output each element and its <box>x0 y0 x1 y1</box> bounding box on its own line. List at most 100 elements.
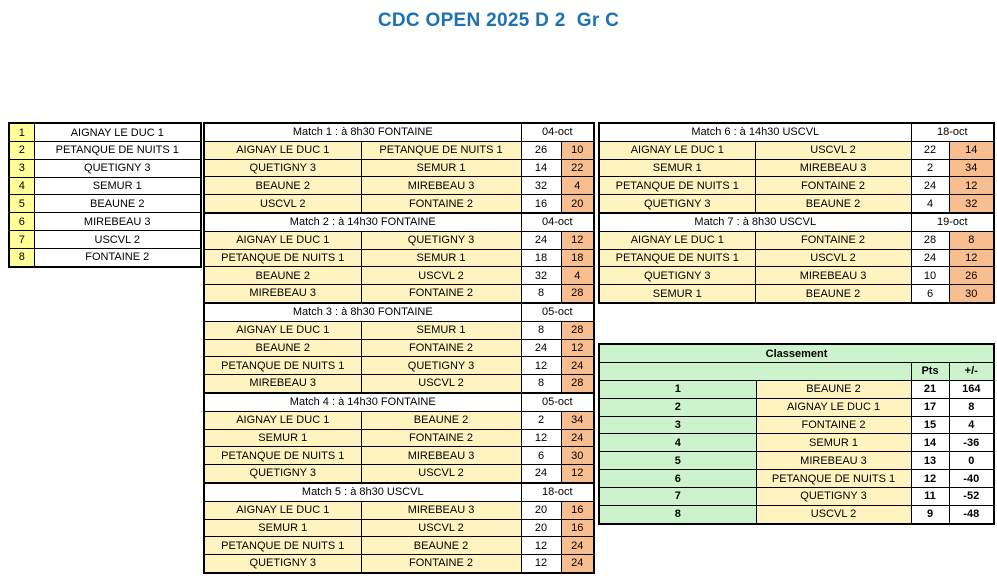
match-row: AIGNAY LE DUC 1 BEAUNE 2 2 34 <box>203 410 595 430</box>
team-rank-cell: 7 <box>8 230 35 249</box>
match-header-row: Match 1 : à 8h30 FONTAINE 04-oct <box>203 121 595 142</box>
classement-team-cell: MIREBEAU 3 <box>755 451 912 471</box>
classement-pts-cell: 15 <box>910 415 950 435</box>
match-team1-cell: AIGNAY LE DUC 1 <box>203 140 362 160</box>
match-score1-cell: 8 <box>520 320 562 340</box>
classement-blank-cell <box>598 362 912 381</box>
classement-diff-cell: -36 <box>948 433 995 453</box>
teams-list-row: 1 AIGNAY LE DUC 1 <box>8 122 202 142</box>
match-score2-cell: 12 <box>560 463 595 484</box>
classement-diff-cell: 4 <box>948 415 995 435</box>
match-team1-cell: PETANQUE DE NUITS 1 <box>598 176 756 196</box>
match-score2-cell: 28 <box>560 373 595 394</box>
match-header-row: Match 6 : à 14h30 USCVL 18-oct <box>598 121 995 142</box>
match-score1-cell: 12 <box>520 536 562 555</box>
match-score2-cell: 32 <box>948 194 995 214</box>
team-name-cell: USCVL 2 <box>33 230 202 249</box>
classement-diff-cell: 8 <box>948 397 995 417</box>
match-score1-cell: 20 <box>520 500 562 520</box>
team-rank-cell: 3 <box>8 158 35 178</box>
classement-team-cell: USCVL 2 <box>755 504 912 525</box>
match-team2-cell: MIREBEAU 3 <box>754 158 912 178</box>
classement-table: Classement Pts +/- 1 BEAUNE 2 21 164 2 AIGNAY… <box>598 343 996 525</box>
classement-team-cell: PETANQUE DE NUITS 1 <box>755 469 912 489</box>
match-team1-cell: AIGNAY LE DUC 1 <box>203 230 362 250</box>
classement-rank-cell: 2 <box>598 397 757 417</box>
match-team2-cell: USCVL 2 <box>754 248 912 268</box>
match-row: AIGNAY LE DUC 1 QUETIGNY 3 24 12 <box>203 230 595 250</box>
match-team1-cell: PETANQUE DE NUITS 1 <box>203 446 362 465</box>
classement-row: 6 PETANQUE DE NUITS 1 12 -40 <box>598 469 995 489</box>
teams-list-table: 1 AIGNAY LE DUC 1 2 PETANQUE DE NUITS 1 3 QUE… <box>8 122 202 268</box>
match-row: BEAUNE 2 MIREBEAU 3 32 4 <box>203 176 595 196</box>
match-score1-cell: 20 <box>520 518 562 538</box>
match-score1-cell: 24 <box>520 463 562 484</box>
match-date-cell: 05-oct <box>520 391 595 412</box>
classement-row: 8 USCVL 2 9 -48 <box>598 504 995 525</box>
match-team2-cell: BEAUNE 2 <box>360 536 522 555</box>
teams-list-row: 5 BEAUNE 2 <box>8 194 202 214</box>
match-row: BEAUNE 2 FONTAINE 2 24 12 <box>203 338 595 358</box>
match-team1-cell: QUETIGNY 3 <box>203 158 362 178</box>
classement-row: 4 SEMUR 1 14 -36 <box>598 433 995 453</box>
match-score2-cell: 28 <box>560 284 595 304</box>
match-team1-cell: BEAUNE 2 <box>203 338 362 358</box>
match-header-row: Match 4 : à 14h30 FONTAINE 05-oct <box>203 391 595 412</box>
match-date-cell: 18-oct <box>910 121 995 142</box>
match-team1-cell: MIREBEAU 3 <box>203 373 362 394</box>
classement-pts-header: Pts <box>910 362 950 381</box>
team-name-cell: QUETIGNY 3 <box>33 158 202 178</box>
team-rank-cell: 2 <box>8 141 35 160</box>
match-team2-cell: QUETIGNY 3 <box>360 356 522 375</box>
match-score1-cell: 6 <box>910 284 950 304</box>
match-team2-cell: USCVL 2 <box>360 463 522 484</box>
match-team2-cell: MIREBEAU 3 <box>360 446 522 465</box>
match-score1-cell: 28 <box>910 230 950 250</box>
match-score2-cell: 14 <box>948 140 995 160</box>
match-header-row: Match 5 : à 8h30 USCVL 18-oct <box>203 481 595 502</box>
match-row: QUETIGNY 3 FONTAINE 2 12 24 <box>203 553 595 574</box>
match-score2-cell: 4 <box>560 176 595 196</box>
match-score2-cell: 26 <box>948 266 995 286</box>
classement-pts-cell: 11 <box>910 487 950 506</box>
match-row: QUETIGNY 3 BEAUNE 2 4 32 <box>598 194 995 214</box>
match-team2-cell: FONTAINE 2 <box>754 176 912 196</box>
match-team2-cell: BEAUNE 2 <box>360 410 522 430</box>
classement-rank-cell: 8 <box>598 504 757 525</box>
match-score1-cell: 12 <box>520 553 562 574</box>
match-date-cell: 18-oct <box>520 481 595 502</box>
match-row: AIGNAY LE DUC 1 MIREBEAU 3 20 16 <box>203 500 595 520</box>
match-score1-cell: 26 <box>520 140 562 160</box>
match-score2-cell: 12 <box>948 176 995 196</box>
match-team2-cell: USCVL 2 <box>360 518 522 538</box>
classement-diff-cell: 0 <box>948 451 995 471</box>
match-row: PETANQUE DE NUITS 1 SEMUR 1 18 18 <box>203 248 595 268</box>
match-team2-cell: SEMUR 1 <box>360 248 522 268</box>
match-score1-cell: 18 <box>520 248 562 268</box>
team-rank-cell: 4 <box>8 176 35 196</box>
classement-title-row: Classement <box>598 343 995 364</box>
teams-list-row: 3 QUETIGNY 3 <box>8 158 202 178</box>
match-team1-cell: BEAUNE 2 <box>203 176 362 196</box>
teams-list-body: 1 AIGNAY LE DUC 1 2 PETANQUE DE NUITS 1 3 QUE… <box>8 122 202 268</box>
classement-pts-cell: 12 <box>910 469 950 489</box>
match-row: SEMUR 1 USCVL 2 20 16 <box>203 518 595 538</box>
match-row: QUETIGNY 3 MIREBEAU 3 10 26 <box>598 266 995 286</box>
match-title-cell: Match 3 : à 8h30 FONTAINE <box>203 301 522 322</box>
match-team1-cell: USCVL 2 <box>203 194 362 214</box>
match-score2-cell: 30 <box>560 446 595 465</box>
match-score2-cell: 12 <box>948 248 995 268</box>
match-score1-cell: 10 <box>910 266 950 286</box>
match-row: QUETIGNY 3 USCVL 2 24 12 <box>203 463 595 484</box>
team-rank-cell: 8 <box>8 247 35 268</box>
match-team2-cell: FONTAINE 2 <box>360 428 522 448</box>
match-score1-cell: 32 <box>520 176 562 196</box>
match-row: SEMUR 1 MIREBEAU 3 2 34 <box>598 158 995 178</box>
match-team1-cell: PETANQUE DE NUITS 1 <box>203 248 362 268</box>
match-date-cell: 04-oct <box>520 211 595 232</box>
teams-list-row: 2 PETANQUE DE NUITS 1 <box>8 141 202 160</box>
match-team2-cell: USCVL 2 <box>360 266 522 286</box>
match-row: PETANQUE DE NUITS 1 MIREBEAU 3 6 30 <box>203 446 595 465</box>
match-team2-cell: SEMUR 1 <box>360 158 522 178</box>
match-score1-cell: 22 <box>910 140 950 160</box>
